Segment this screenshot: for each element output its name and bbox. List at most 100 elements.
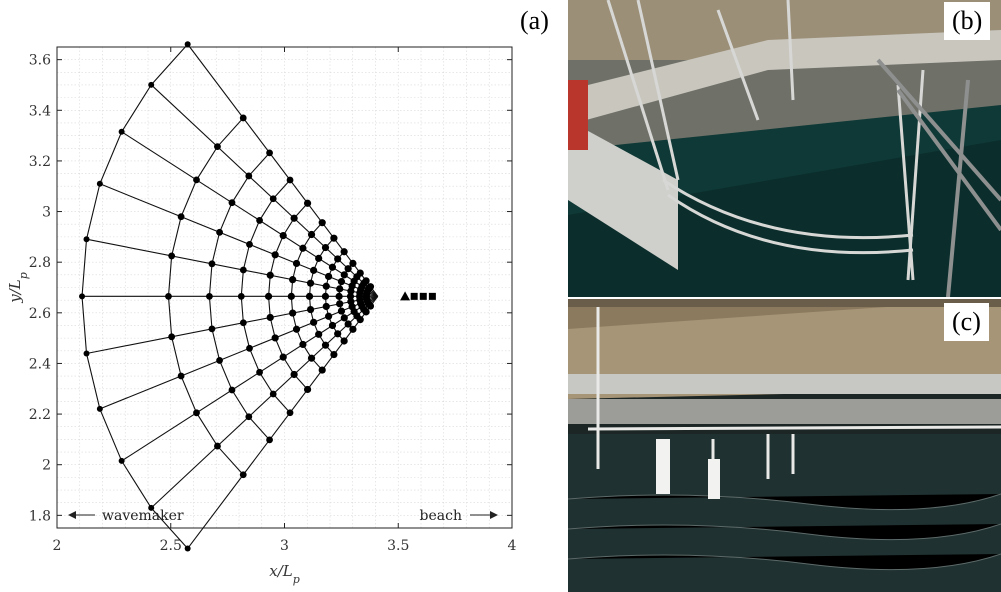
probe-point [321, 243, 330, 252]
probe-point [193, 176, 200, 184]
wavemaker-label: wavemaker [102, 508, 184, 524]
probe-point [305, 292, 314, 300]
probe-point [239, 114, 247, 122]
probe-point [208, 260, 216, 268]
probe-point [286, 409, 294, 417]
probe-point [271, 251, 279, 259]
probe-point [334, 330, 342, 338]
probe-point [177, 372, 185, 380]
probe-point [310, 266, 318, 274]
probe-point [289, 276, 297, 284]
probe-point [334, 255, 342, 263]
probe-point [279, 232, 287, 240]
x-axis-label: x/Lp [269, 562, 300, 586]
grid [56, 47, 513, 528]
probe-point [216, 228, 223, 236]
probe-point [266, 149, 273, 157]
x-tick-label: 3.5 [387, 538, 409, 554]
probe-point [83, 350, 90, 357]
probe-point [303, 385, 312, 394]
probe-point [271, 334, 279, 342]
probe-point [322, 302, 330, 311]
probe-point [214, 442, 221, 450]
square-marker [410, 292, 418, 300]
y-tick-label: 2.6 [29, 306, 51, 322]
y-tick-label: 2.2 [29, 407, 51, 423]
square-marker [428, 292, 436, 300]
x-tick-label: 2.5 [160, 538, 182, 554]
y-tick-label: 3 [42, 205, 51, 221]
probe-point [118, 457, 125, 464]
probe-point [96, 405, 103, 412]
array-probes [79, 41, 375, 552]
probe-point [349, 259, 357, 267]
probe-point [344, 265, 352, 273]
square-marker [419, 292, 427, 300]
probe-point [266, 271, 274, 279]
probe-point [292, 325, 301, 333]
probe-point [239, 319, 247, 327]
probe-point [193, 409, 200, 417]
probe-point [321, 341, 330, 349]
probe-point [286, 176, 294, 184]
probe-point [96, 180, 103, 187]
probe-point [83, 236, 90, 243]
probe-point [292, 259, 301, 268]
probe-point [245, 172, 253, 180]
probe-point [307, 230, 316, 239]
probe-point [322, 282, 330, 290]
probe-point [340, 271, 348, 279]
probe-point [299, 244, 307, 252]
probe-point [237, 292, 245, 300]
y-tick-label: 2 [42, 458, 51, 474]
probe-point [346, 292, 355, 300]
probe-point [256, 368, 263, 376]
probe-point [256, 217, 263, 224]
probe-point [340, 337, 348, 345]
beach-arrowhead [490, 511, 498, 519]
probe-point [362, 277, 370, 285]
probe-point [330, 234, 338, 242]
probe-point [184, 545, 191, 552]
probe-point [340, 248, 348, 256]
probe-point [239, 471, 247, 479]
beach-label: beach [420, 508, 462, 524]
probe-point [279, 353, 287, 361]
x-tick-label: 2 [53, 538, 62, 554]
probe-point [330, 350, 338, 359]
probe-point [264, 292, 273, 300]
probe-point [335, 292, 343, 300]
probe-point [246, 241, 253, 248]
probe-point [303, 199, 312, 207]
probe-point [184, 41, 191, 48]
probe-point [118, 128, 125, 135]
probe-point [336, 285, 344, 293]
y-tick-label: 2.8 [29, 255, 51, 271]
probe-point [315, 330, 323, 338]
probe-point [148, 504, 155, 511]
probe-point [266, 313, 274, 322]
probe-point [168, 252, 176, 260]
probe-point [206, 292, 213, 300]
probe-point [165, 292, 172, 300]
wavemaker-arrowhead [68, 511, 76, 519]
probe-point [269, 195, 277, 203]
probe-point [245, 413, 253, 421]
probe-point [325, 312, 333, 320]
probe-point [168, 333, 176, 341]
probe-point [289, 309, 297, 317]
probe-point [79, 293, 86, 300]
panel-label-b: (b) [944, 2, 991, 40]
probe-point [216, 357, 223, 364]
probe-point [306, 279, 315, 287]
probe-point [290, 370, 298, 379]
probe-point [266, 436, 273, 444]
probe-point [340, 314, 348, 322]
y-tick-label: 3.4 [29, 103, 51, 119]
triangle-marker [400, 291, 411, 301]
x-tick-label: 3 [280, 538, 289, 554]
panel-label-a: (a) [512, 2, 557, 40]
probe-point [328, 321, 337, 330]
y-tick-label: 3.2 [29, 154, 51, 170]
